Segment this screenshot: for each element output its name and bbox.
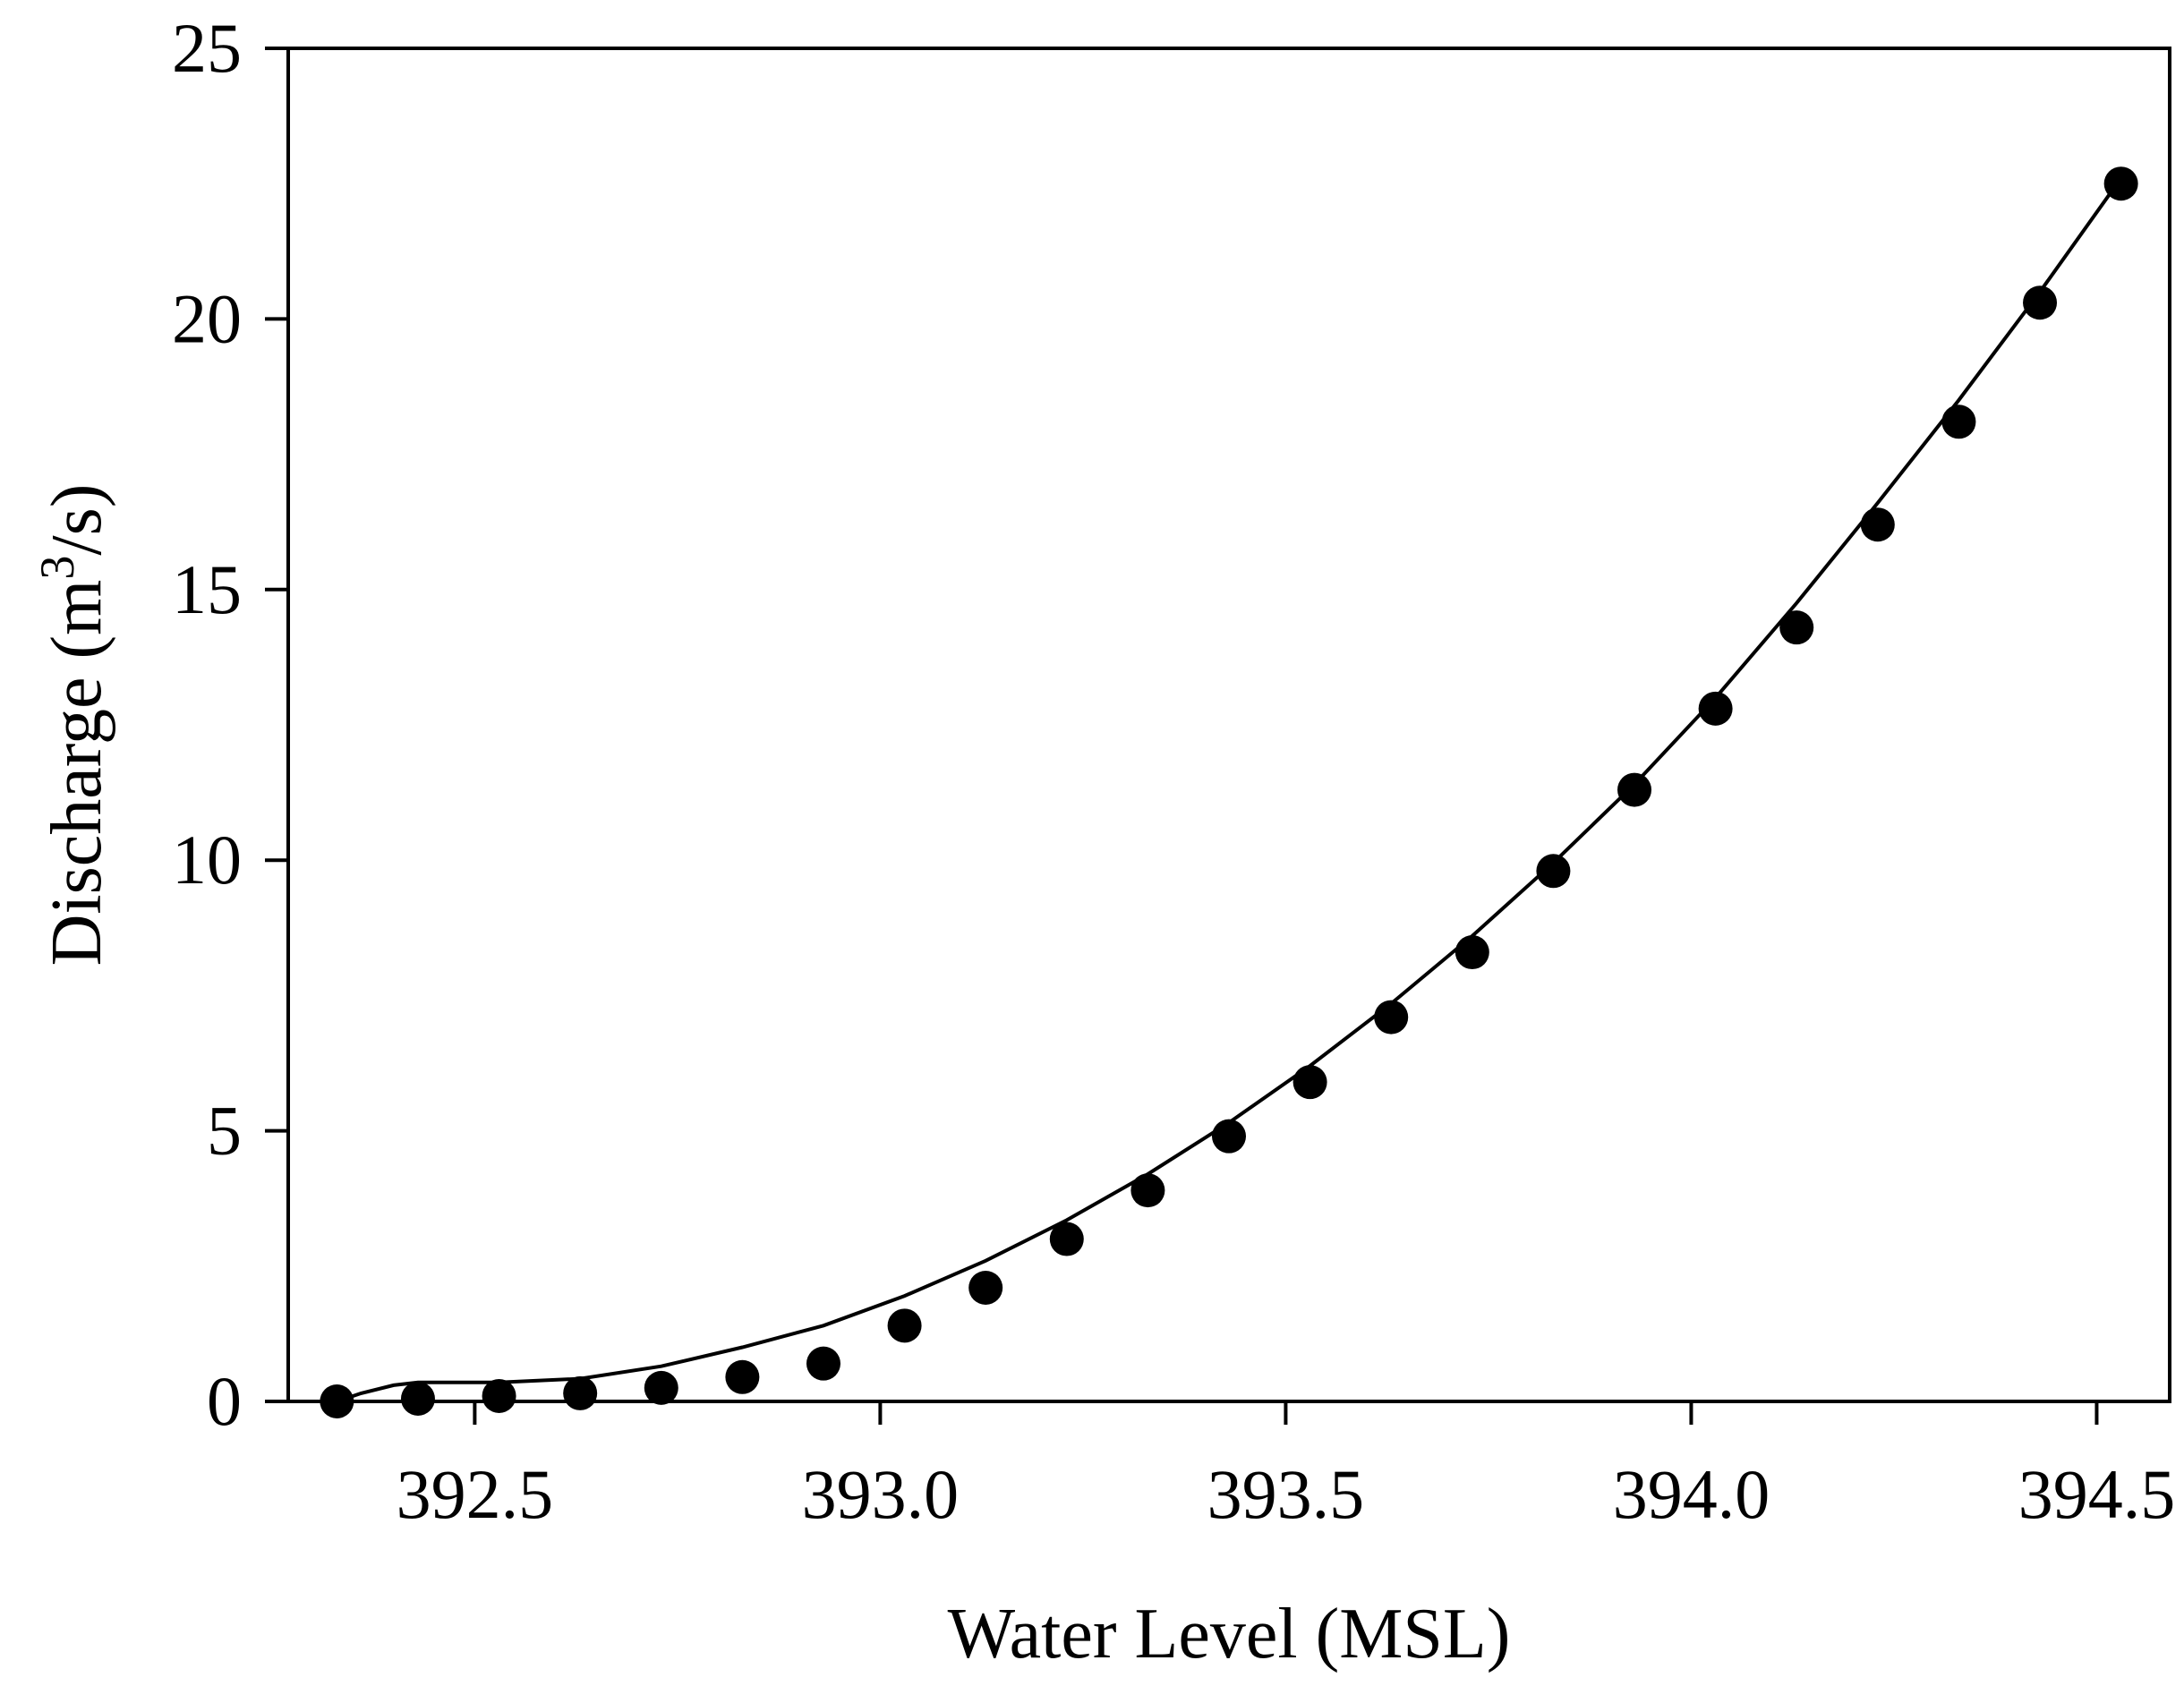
data-point bbox=[968, 1270, 1003, 1305]
y-tick-label: 10 bbox=[172, 821, 242, 898]
data-point bbox=[1941, 404, 1976, 439]
data-point bbox=[806, 1346, 840, 1381]
data-point bbox=[1049, 1222, 1084, 1256]
data-point bbox=[400, 1381, 435, 1416]
x-tick-label: 394.0 bbox=[1613, 1455, 1770, 1533]
data-point bbox=[563, 1375, 598, 1410]
data-point bbox=[1536, 854, 1571, 889]
y-tick-label: 25 bbox=[172, 9, 242, 87]
y-axis-label-superscript: 3 bbox=[30, 556, 84, 580]
x-tick-label: 392.5 bbox=[397, 1455, 554, 1533]
data-point bbox=[1617, 772, 1652, 807]
data-point bbox=[2023, 285, 2058, 320]
y-axis-label-tail: /s) bbox=[38, 484, 116, 556]
data-point bbox=[644, 1370, 678, 1405]
data-point bbox=[1779, 610, 1814, 645]
data-point bbox=[1374, 1000, 1409, 1035]
data-point bbox=[2103, 166, 2138, 201]
observed-points bbox=[320, 166, 2138, 1418]
data-point bbox=[1212, 1119, 1246, 1154]
data-point bbox=[1292, 1065, 1327, 1100]
data-point bbox=[482, 1378, 516, 1413]
y-axis-ticks: 0 5 10 15 20 25 bbox=[172, 9, 288, 1440]
data-point bbox=[725, 1359, 760, 1394]
fitted-curve bbox=[336, 177, 2123, 1403]
y-tick-label: 15 bbox=[172, 550, 242, 628]
plot-frame bbox=[286, 47, 2171, 1403]
x-axis-label: Water Level (MSL) bbox=[948, 1595, 1511, 1673]
data-point bbox=[1455, 935, 1489, 970]
y-axis-label-main: Discharge (m bbox=[38, 580, 116, 966]
y-tick-label: 20 bbox=[172, 279, 242, 357]
x-tick-label: 393.0 bbox=[802, 1455, 960, 1533]
data-point bbox=[1698, 691, 1733, 726]
x-axis-ticks: 392.5 393.0 393.5 394.0 394.5 bbox=[397, 1401, 2176, 1533]
data-point bbox=[1130, 1173, 1165, 1208]
y-axis-label: Discharge (m3/s) bbox=[30, 484, 116, 966]
x-tick-label: 394.5 bbox=[2018, 1455, 2176, 1533]
x-tick-label: 393.5 bbox=[1207, 1455, 1365, 1533]
y-tick-label: 0 bbox=[207, 1362, 242, 1440]
y-tick-label: 5 bbox=[207, 1092, 242, 1170]
data-point bbox=[1860, 507, 1895, 542]
data-point bbox=[887, 1308, 922, 1343]
